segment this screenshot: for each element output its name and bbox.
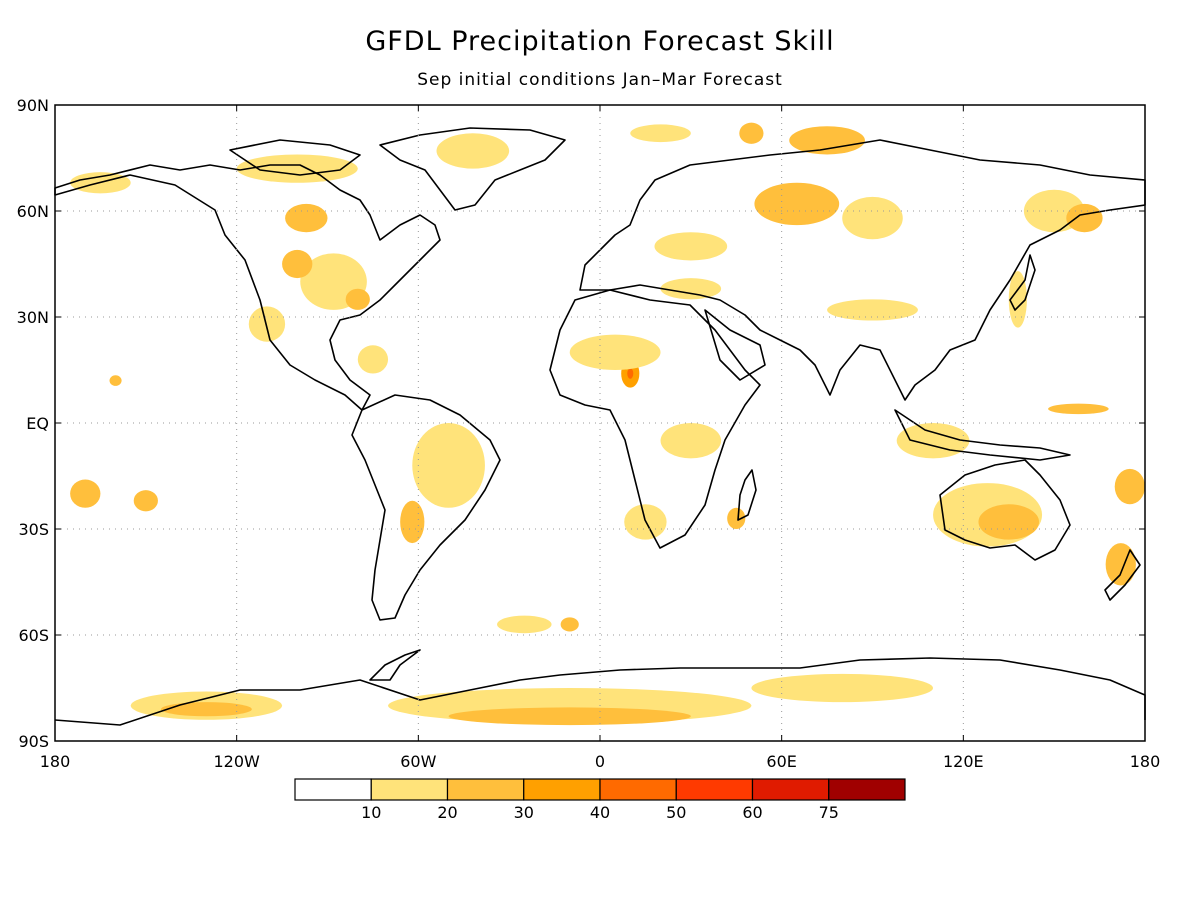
colorbar-label: 40 bbox=[590, 803, 610, 822]
skill-region-34 bbox=[978, 504, 1040, 540]
skill-region-7 bbox=[109, 375, 122, 386]
map-title: GFDL Precipitation Forecast Skill bbox=[365, 26, 835, 57]
skill-region-4 bbox=[282, 249, 313, 279]
skill-region-20 bbox=[827, 299, 918, 321]
lat-tick-label: 90N bbox=[17, 96, 49, 115]
skill-region-42 bbox=[160, 702, 252, 717]
skill-region-18 bbox=[1066, 203, 1103, 233]
skill-region-13 bbox=[754, 182, 840, 226]
skill-region-10 bbox=[630, 124, 691, 143]
skill-region-29 bbox=[497, 615, 552, 634]
lat-tick-label: EQ bbox=[26, 414, 49, 433]
skill-region-12 bbox=[789, 126, 865, 155]
skill-region-31 bbox=[70, 479, 101, 508]
indonesia-coastline bbox=[894, 409, 1071, 461]
lon-tick-label: 60E bbox=[766, 752, 796, 771]
skill-region-32 bbox=[133, 490, 158, 512]
map-subtitle: Sep initial conditions Jan–Mar Forecast bbox=[417, 70, 783, 90]
colorbar-swatch bbox=[446, 778, 525, 801]
skill-region-35 bbox=[1114, 468, 1145, 505]
colorbar-swatch bbox=[370, 778, 449, 801]
skill-region-9 bbox=[436, 133, 510, 169]
skill-region-1 bbox=[285, 203, 328, 233]
lat-tick-label: 30S bbox=[18, 520, 49, 539]
colorbar-label: 30 bbox=[514, 803, 534, 822]
skill-region-27 bbox=[412, 423, 485, 508]
colorbar-swatch bbox=[675, 778, 754, 801]
japan-coastline bbox=[1009, 254, 1036, 311]
antarctica-coastline bbox=[54, 657, 1146, 726]
skill-region-6 bbox=[357, 345, 389, 374]
lat-tick-label: 60N bbox=[17, 202, 49, 221]
graticule-layer bbox=[55, 105, 1145, 741]
colorbar-swatch bbox=[751, 778, 830, 801]
skill-region-19 bbox=[1008, 271, 1027, 328]
madagascar-coastline bbox=[737, 469, 757, 521]
skill-region-5 bbox=[248, 306, 286, 342]
colorbar-label: 50 bbox=[666, 803, 686, 822]
new-zealand-coastline bbox=[1104, 549, 1141, 601]
australia-coastline bbox=[939, 459, 1071, 561]
arctic-islands-coastline bbox=[229, 139, 361, 176]
skill-region-37 bbox=[896, 423, 970, 459]
skill-fill-layer bbox=[70, 122, 1145, 726]
skill-region-30 bbox=[560, 617, 579, 632]
lon-tick-label: 180 bbox=[40, 752, 71, 771]
greenland-coastline bbox=[379, 127, 566, 211]
skill-region-36 bbox=[1105, 543, 1136, 586]
lon-tick-label: 0 bbox=[595, 752, 605, 771]
colorbar-swatch bbox=[599, 778, 677, 801]
colorbar-label: 10 bbox=[361, 803, 381, 822]
colorbar: 10 20 30 40 50 60 75 bbox=[294, 778, 906, 822]
north-america-coastline bbox=[54, 164, 441, 411]
africa-coastline bbox=[549, 289, 761, 549]
skill-region-14 bbox=[842, 196, 903, 240]
colorbar-label: 75 bbox=[819, 803, 839, 822]
skill-region-40 bbox=[448, 707, 691, 726]
colorbar-swatch bbox=[294, 778, 372, 801]
south-america-coastline bbox=[351, 394, 501, 621]
arabia-coastline bbox=[704, 309, 766, 381]
lat-tick-label: 60S bbox=[18, 626, 49, 645]
lon-tick-label: 60W bbox=[400, 752, 436, 771]
lon-tick-label: 180 bbox=[1130, 752, 1161, 771]
skill-region-3 bbox=[345, 288, 370, 310]
skill-region-28 bbox=[400, 500, 425, 544]
skill-region-25 bbox=[727, 507, 746, 529]
skill-region-24 bbox=[660, 423, 722, 459]
eurasia-coastline bbox=[579, 139, 1146, 401]
colorbar-swatch bbox=[828, 778, 906, 801]
skill-region-22 bbox=[627, 368, 634, 379]
skill-region-11 bbox=[739, 122, 764, 144]
skill-region-16 bbox=[660, 278, 722, 300]
skill-region-0 bbox=[236, 154, 358, 183]
colorbar-label: 60 bbox=[742, 803, 762, 822]
lon-tick-label: 120W bbox=[213, 752, 260, 771]
skill-region-15 bbox=[654, 232, 728, 261]
colorbar-swatch bbox=[523, 778, 601, 801]
lat-tick-label: 90S bbox=[18, 732, 49, 751]
colorbar-label: 20 bbox=[437, 803, 457, 822]
skill-region-38 bbox=[1048, 403, 1109, 415]
lat-tick-label: 30N bbox=[17, 308, 49, 327]
skill-region-43 bbox=[751, 673, 934, 703]
skill-region-23 bbox=[569, 334, 661, 371]
antarctic-peninsula-coastline bbox=[369, 649, 421, 681]
coastline-layer bbox=[54, 127, 1146, 726]
lon-tick-label: 120E bbox=[943, 752, 984, 771]
